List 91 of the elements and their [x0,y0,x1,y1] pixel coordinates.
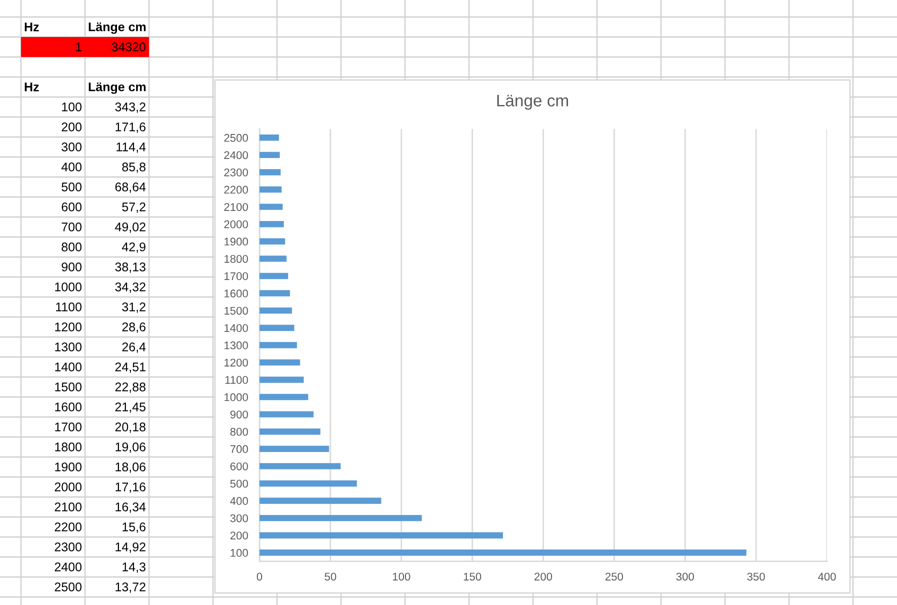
category-label: 1400 [55,362,82,372]
category-label: 500 [62,182,82,192]
category-label: 700 [62,222,82,232]
y-tick-label: 1200 [224,358,248,367]
y-tick-label: 1800 [224,254,248,263]
text: 14,3 [122,562,146,573]
y-tick-label: 100 [230,548,248,557]
text: 20,18 [115,422,146,433]
y-tick-label: 300 [230,514,248,522]
category-label: 1800 [55,442,82,452]
text: 22,88 [115,382,146,393]
text: 57,2 [122,202,146,213]
y-tick-label: 1600 [224,290,248,298]
x-tick-label: 400 [818,572,836,581]
y-tick-label: 2500 [224,134,248,142]
y-tick-label: 2000 [224,220,248,228]
text: 31,2 [122,302,146,313]
y-tick-label: 1100 [225,376,248,384]
text: 38,13 [115,262,146,273]
chart-title: Länge cm [497,94,568,110]
y-tick-label: 1000 [224,393,248,402]
category-label: 400 [61,162,82,172]
category-label: 1000 [55,282,82,292]
x-tick-label: 100 [392,572,410,581]
y-tick-label: 200 [230,532,248,540]
text: 343,2 [115,102,146,113]
text: 1 [76,42,82,52]
x-tick-label: 50 [324,572,336,581]
y-tick-label: 2200 [224,186,248,194]
category-label: 1700 [55,422,82,432]
category-label: 2100 [54,502,82,512]
x-tick-label: 250 [605,572,624,581]
text: 19,06 [116,442,146,453]
category-label: 100 [62,102,82,112]
x-tick-label: 0 [256,572,262,581]
category-label: 200 [62,122,82,132]
text: 28,6 [122,322,146,333]
text: 85,8 [122,162,146,173]
text: 18,06 [116,462,146,473]
category-label: 1500 [55,382,82,392]
x-tick-label: 300 [676,572,694,581]
y-tick-label: 1500 [224,306,248,315]
text: 15,6 [122,522,146,533]
text: 49,02 [115,222,146,233]
category-label: 2200 [54,522,82,532]
category-label: 300 [62,142,82,152]
category-label: 800 [62,242,82,252]
text: 24,51 [115,362,146,373]
category-label: 1100 [56,302,82,312]
text: 13,72 [116,582,146,593]
y-tick-label: 500 [230,480,248,488]
text: Länge cm [88,82,146,94]
text: Länge cm [88,22,146,34]
x-tick-label: 200 [534,572,552,581]
x-tick-label: 150 [464,572,482,581]
y-tick-label: 2100 [224,203,248,211]
y-tick-label: 1300 [224,341,248,350]
category-label: 900 [62,262,82,272]
y-tick-label: 1700 [224,272,248,280]
category-label: 1900 [55,462,82,472]
text: Hz [24,22,39,32]
text: 171,6 [116,122,146,133]
text: Hz [24,82,39,92]
y-tick-label: 2300 [224,168,248,176]
y-tick-label: 800 [230,428,248,436]
text: 34320 [112,42,146,52]
category-label: 2300 [54,542,82,552]
text: 26,4 [122,342,146,353]
category-label: 1300 [55,342,82,352]
category-label: 600 [62,202,82,212]
y-tick-label: 700 [230,445,248,454]
category-label: 2000 [54,482,82,492]
x-tick-label: 350 [747,572,765,581]
y-tick-label: 900 [230,410,248,418]
y-tick-label: 1400 [224,324,248,332]
text: 68,64 [115,182,146,193]
category-label: 1600 [55,402,82,412]
text: 21,45 [115,402,146,413]
text: 34,32 [115,282,146,293]
text: 14,92 [116,542,146,553]
y-tick-label: 1900 [224,238,248,246]
y-tick-label: 600 [230,462,248,470]
category-label: 1200 [55,322,82,332]
y-tick-label: 400 [230,497,248,505]
category-label: 2400 [54,562,82,572]
category-label: 2500 [54,582,82,592]
text: 17,16 [116,482,146,493]
text: 42,9 [122,242,146,253]
text: 16,34 [116,502,146,513]
y-tick-label: 2400 [224,151,248,160]
text: 114,4 [116,142,146,153]
